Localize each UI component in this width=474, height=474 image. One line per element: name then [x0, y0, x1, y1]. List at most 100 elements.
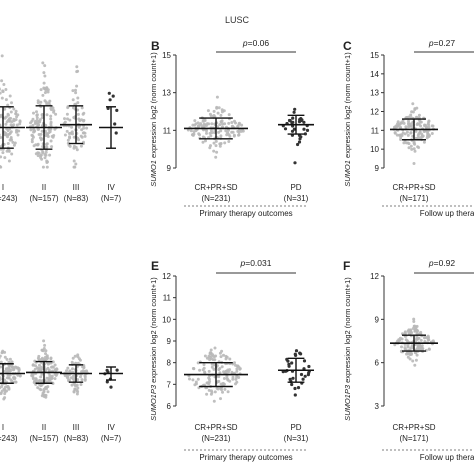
data-point — [35, 113, 39, 117]
data-point — [45, 354, 49, 358]
data-point — [16, 373, 20, 377]
data-point — [303, 374, 307, 378]
data-point — [0, 378, 2, 381]
data-point — [66, 117, 69, 121]
data-point — [205, 129, 208, 133]
data-point — [44, 153, 48, 157]
data-point — [290, 129, 295, 133]
data-point — [53, 363, 57, 367]
data-point — [46, 390, 50, 394]
data-point — [411, 110, 415, 114]
data-point — [48, 130, 52, 134]
data-point — [240, 123, 244, 127]
data-point — [83, 134, 87, 138]
data-point — [10, 101, 13, 105]
n-label: (N=83) — [64, 194, 89, 203]
data-point — [414, 358, 418, 362]
data-point — [3, 378, 6, 382]
data-point — [220, 108, 224, 112]
data-point — [75, 148, 79, 152]
data-point — [10, 152, 14, 156]
data-point — [9, 378, 13, 382]
data-point — [228, 379, 232, 383]
data-point — [210, 354, 214, 358]
data-point — [225, 355, 229, 359]
data-point — [42, 347, 46, 350]
data-point — [7, 132, 11, 136]
data-point — [413, 142, 417, 146]
y-tick-label: 11 — [163, 294, 172, 303]
data-point — [397, 339, 401, 343]
n-label: (N=7) — [101, 434, 122, 443]
y-tick-label: 14 — [370, 70, 379, 79]
data-point — [213, 346, 217, 350]
data-point — [219, 113, 223, 117]
data-point — [68, 135, 71, 139]
data-point — [212, 114, 216, 117]
data-point — [194, 380, 198, 384]
data-point — [405, 130, 409, 134]
data-point — [403, 332, 407, 335]
data-point — [66, 375, 70, 378]
data-point — [0, 91, 2, 95]
data-point — [217, 379, 221, 383]
data-point — [51, 360, 55, 364]
y-tick-label: 6 — [167, 402, 172, 411]
data-point — [82, 126, 86, 130]
data-point — [225, 374, 229, 378]
data-point — [39, 100, 43, 104]
data-point — [423, 340, 427, 343]
data-point — [75, 392, 79, 396]
data-point — [40, 129, 44, 133]
data-point — [17, 129, 21, 133]
data-point — [42, 81, 46, 85]
data-point — [30, 119, 34, 123]
data-point — [291, 116, 295, 120]
data-point — [208, 146, 212, 150]
data-point — [425, 125, 429, 129]
data-point — [16, 133, 20, 137]
data-point — [14, 365, 18, 369]
data-point — [9, 116, 13, 120]
data-point — [234, 382, 237, 386]
data-point — [201, 140, 205, 144]
data-point — [44, 352, 47, 356]
data-point — [39, 357, 43, 361]
y-tick-label: 13 — [370, 89, 379, 98]
data-point — [76, 69, 80, 73]
data-point — [76, 361, 80, 365]
data-point — [50, 134, 54, 138]
data-point — [194, 122, 198, 126]
p-number: =0.031 — [245, 258, 272, 268]
data-point — [42, 71, 46, 75]
data-point — [296, 386, 301, 390]
data-point — [7, 118, 10, 122]
data-point — [191, 378, 195, 382]
p-value: p=0.031 — [240, 258, 272, 268]
data-point — [210, 122, 214, 126]
data-point — [66, 105, 70, 109]
data-point — [68, 369, 72, 373]
data-point — [34, 377, 38, 381]
data-point — [38, 118, 42, 122]
panel-letter: B — [151, 39, 160, 53]
data-point — [45, 387, 48, 391]
panel-b: B 9 11 13 15 SUMO1 expression log2 (norm coun… — [149, 38, 314, 218]
p-value: p=0.92 — [428, 258, 456, 268]
category-label: PD — [290, 423, 301, 432]
data-point — [30, 140, 34, 144]
data-point — [215, 150, 219, 154]
data-point — [227, 128, 230, 132]
data-point — [3, 392, 7, 396]
data-point — [44, 349, 48, 353]
data-point — [40, 394, 44, 398]
data-point — [214, 155, 218, 159]
data-point — [53, 377, 57, 381]
y-tick-label: 9 — [167, 164, 172, 173]
panel-letter: E — [151, 259, 159, 273]
data-point — [5, 376, 9, 380]
data-point — [10, 120, 14, 124]
data-point — [298, 137, 302, 141]
data-point — [9, 137, 13, 141]
data-point — [0, 87, 1, 90]
